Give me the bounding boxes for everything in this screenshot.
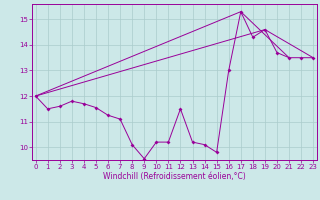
X-axis label: Windchill (Refroidissement éolien,°C): Windchill (Refroidissement éolien,°C)	[103, 172, 246, 181]
